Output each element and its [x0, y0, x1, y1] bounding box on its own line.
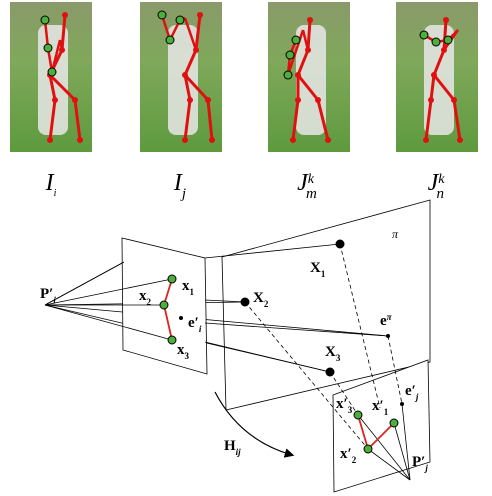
skeleton-bone: [306, 19, 312, 51]
label: P′j: [412, 454, 428, 473]
caption: Ij: [173, 170, 186, 202]
skeleton-bone: [183, 49, 198, 76]
skeleton-bone: [48, 74, 57, 101]
skeleton-joint: [52, 97, 58, 103]
arm-joint: [40, 15, 50, 25]
skeleton-joint: [182, 137, 188, 143]
label: x3: [177, 342, 190, 361]
skeleton-joint: [47, 137, 53, 143]
skeleton-bone: [73, 99, 82, 141]
skeleton-bone: [424, 99, 433, 141]
skeleton-joint: [295, 72, 301, 78]
arm-joint: [285, 50, 295, 60]
skeleton-bone: [452, 99, 462, 141]
arm-bone: [286, 29, 305, 76]
photo-row: [10, 2, 478, 152]
arm-bone: [50, 39, 62, 73]
skeleton-joint: [197, 12, 203, 18]
skeleton-joint: [62, 12, 68, 18]
skeleton-joint: [307, 17, 313, 23]
skeleton-bone: [48, 73, 77, 102]
skeleton-joint: [182, 72, 188, 78]
diagram-points: [159, 239, 404, 454]
arm-joint: [291, 35, 301, 45]
label: X3: [325, 344, 341, 363]
skeleton-bone: [296, 49, 310, 76]
skeleton-bone: [291, 99, 300, 141]
skeleton-joint: [315, 97, 321, 103]
skeleton-bone: [48, 99, 57, 141]
skeleton-bone: [194, 14, 202, 51]
arm-joint: [47, 67, 57, 77]
skeleton-bone: [442, 19, 448, 51]
skeleton-joint: [209, 137, 215, 143]
caption: Ii: [45, 170, 57, 199]
skeleton-joint: [457, 137, 463, 143]
skeleton-joint: [451, 97, 457, 103]
label: eπ: [380, 312, 393, 329]
arm-joint: [175, 15, 185, 25]
label: π: [392, 227, 399, 241]
arm-joint: [43, 43, 53, 53]
label: x′3: [336, 396, 353, 415]
arm-bone: [183, 17, 198, 51]
label: X2: [253, 290, 269, 309]
label: e′j: [405, 383, 419, 402]
arm-bone: [301, 29, 310, 51]
skeleton-bone: [432, 49, 446, 76]
skeleton-joint: [187, 97, 193, 103]
skeleton-bone: [183, 99, 192, 141]
skeleton-joint: [443, 17, 449, 23]
skeleton-bone: [183, 73, 210, 102]
arm-joint: [165, 35, 175, 45]
label: Hij: [224, 438, 241, 457]
arm-joint: [419, 30, 429, 40]
skeleton-bone: [206, 99, 214, 141]
skeleton-joint: [423, 137, 429, 143]
skeleton-joint: [290, 137, 296, 143]
diagram-lines: [44, 199, 431, 493]
skeleton-joint: [77, 137, 83, 143]
skeleton-joint: [431, 72, 437, 78]
label: x′2: [340, 446, 357, 465]
skeleton-bone: [316, 99, 330, 141]
caption: Jk m: [297, 170, 317, 202]
caption: Jk n: [428, 170, 446, 202]
label: X1: [310, 260, 326, 279]
arm-joint: [157, 10, 167, 20]
arm-joint: [283, 70, 293, 80]
arm-bone: [43, 19, 50, 49]
skeleton-bone: [296, 74, 320, 101]
skeleton-joint: [428, 97, 434, 103]
skeleton-bone: [432, 74, 456, 101]
skeleton-joint: [325, 137, 331, 143]
label: x1: [182, 278, 195, 297]
label: P′i: [40, 286, 56, 305]
skeleton-bone: [429, 74, 436, 101]
skeleton-joint: [72, 97, 78, 103]
label: e′i: [188, 315, 202, 334]
label: x′1: [372, 398, 389, 417]
skeleton-bone: [60, 14, 67, 51]
diagram-labels: P′i x1 x2 e′i x3 X1 X2 X3 eπ π x′3 x′1 e…: [40, 227, 428, 473]
label: x2: [139, 288, 152, 307]
arm-joint: [443, 35, 453, 45]
skeleton-joint: [295, 97, 301, 103]
arm-joint: [431, 37, 441, 47]
skeleton-bone: [183, 74, 192, 101]
arm-bone: [58, 39, 64, 51]
skeleton-joint: [205, 97, 211, 103]
